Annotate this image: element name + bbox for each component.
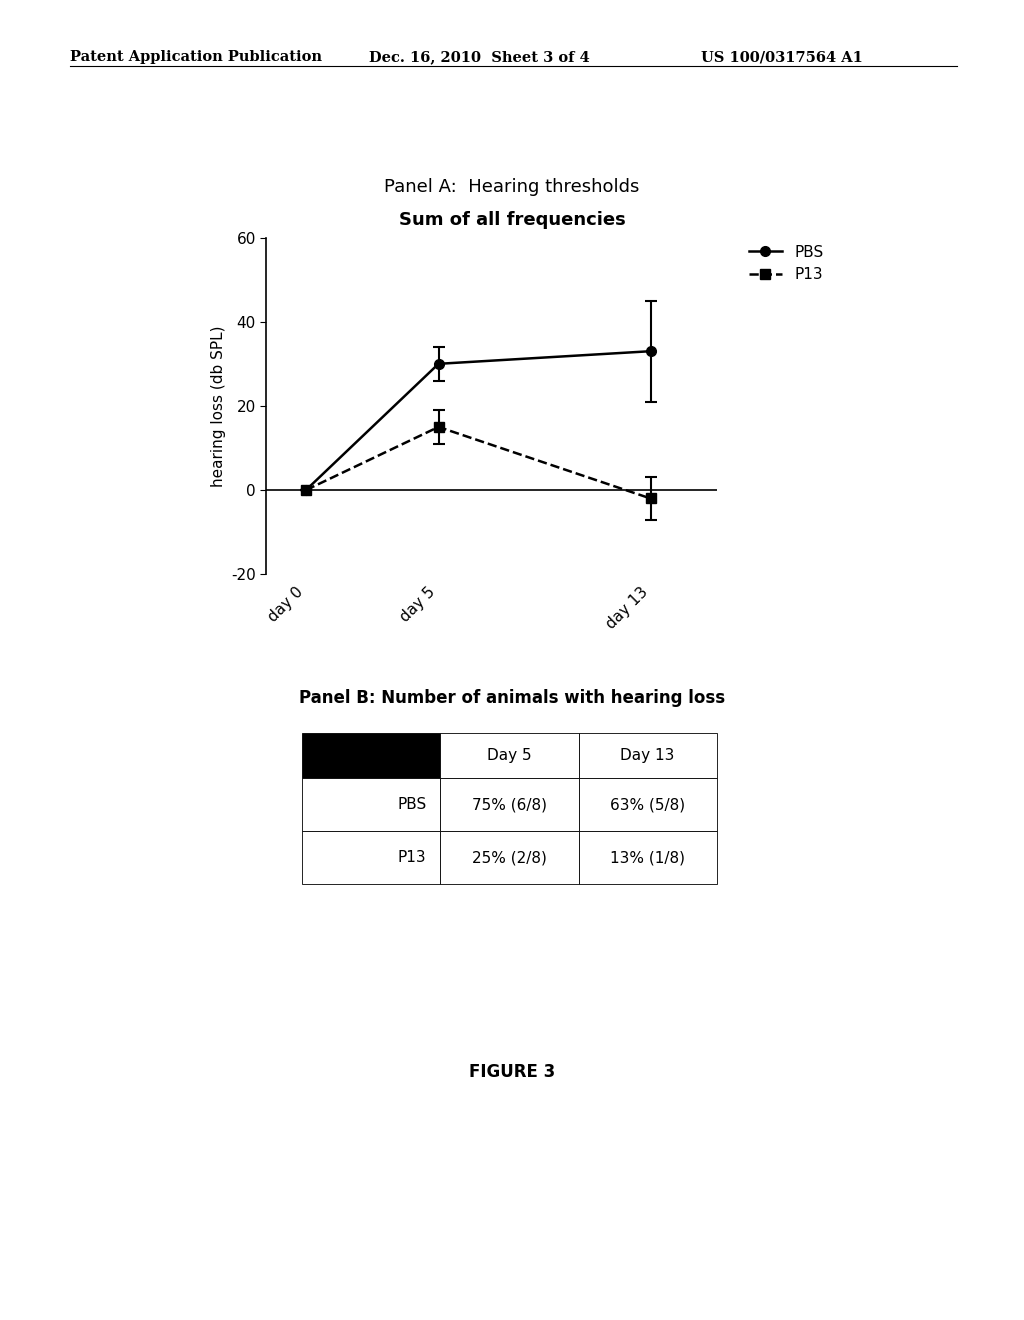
Text: Panel A:  Hearing thresholds: Panel A: Hearing thresholds: [384, 178, 640, 197]
Y-axis label: hearing loss (db SPL): hearing loss (db SPL): [211, 325, 225, 487]
Text: Sum of all frequencies: Sum of all frequencies: [398, 211, 626, 230]
Legend: PBS, P13: PBS, P13: [742, 239, 829, 288]
Text: US 100/0317564 A1: US 100/0317564 A1: [701, 50, 863, 65]
Text: Patent Application Publication: Patent Application Publication: [70, 50, 322, 65]
Text: FIGURE 3: FIGURE 3: [469, 1063, 555, 1081]
Text: Dec. 16, 2010  Sheet 3 of 4: Dec. 16, 2010 Sheet 3 of 4: [369, 50, 590, 65]
Text: Panel B: Number of animals with hearing loss: Panel B: Number of animals with hearing …: [299, 689, 725, 708]
